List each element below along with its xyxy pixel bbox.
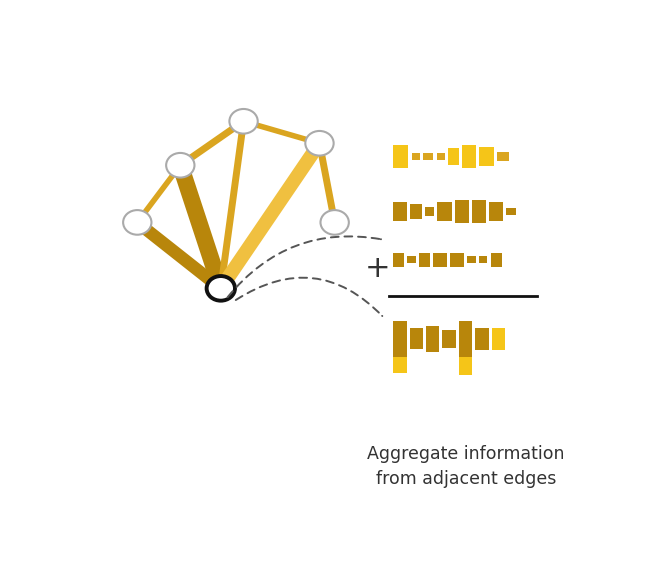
Bar [411, 153, 420, 160]
Bar [407, 256, 416, 263]
Bar [438, 202, 452, 220]
Bar [479, 256, 488, 263]
Circle shape [229, 109, 258, 134]
Bar [393, 356, 407, 373]
Circle shape [306, 131, 334, 155]
Bar [423, 153, 434, 160]
Bar [497, 152, 509, 161]
Bar [490, 253, 502, 267]
Text: +: + [365, 254, 390, 283]
Bar [410, 328, 422, 349]
Circle shape [321, 210, 349, 235]
Circle shape [166, 153, 195, 178]
Bar [492, 328, 505, 350]
Bar [472, 200, 486, 223]
Bar [450, 253, 464, 267]
Bar [468, 256, 476, 263]
FancyArrowPatch shape [228, 236, 381, 297]
Text: Aggregate information
from adjacent edges: Aggregate information from adjacent edge… [368, 445, 565, 488]
Bar [393, 321, 407, 356]
Bar [462, 145, 477, 168]
Bar [459, 321, 472, 356]
Bar [393, 253, 404, 267]
Bar [419, 253, 430, 267]
Bar [479, 147, 494, 166]
Bar [410, 204, 422, 219]
Bar [437, 153, 445, 160]
Circle shape [206, 276, 235, 301]
Bar [448, 148, 459, 165]
FancyArrowPatch shape [236, 278, 382, 316]
Bar [426, 326, 439, 352]
Bar [489, 202, 503, 220]
Bar [459, 356, 472, 375]
Bar [475, 328, 488, 350]
Bar [425, 207, 434, 216]
Circle shape [123, 210, 151, 235]
Bar [443, 329, 456, 348]
Bar [433, 253, 447, 267]
Bar [506, 208, 517, 215]
Bar [393, 145, 408, 168]
Bar [454, 200, 469, 223]
Bar [393, 202, 407, 220]
